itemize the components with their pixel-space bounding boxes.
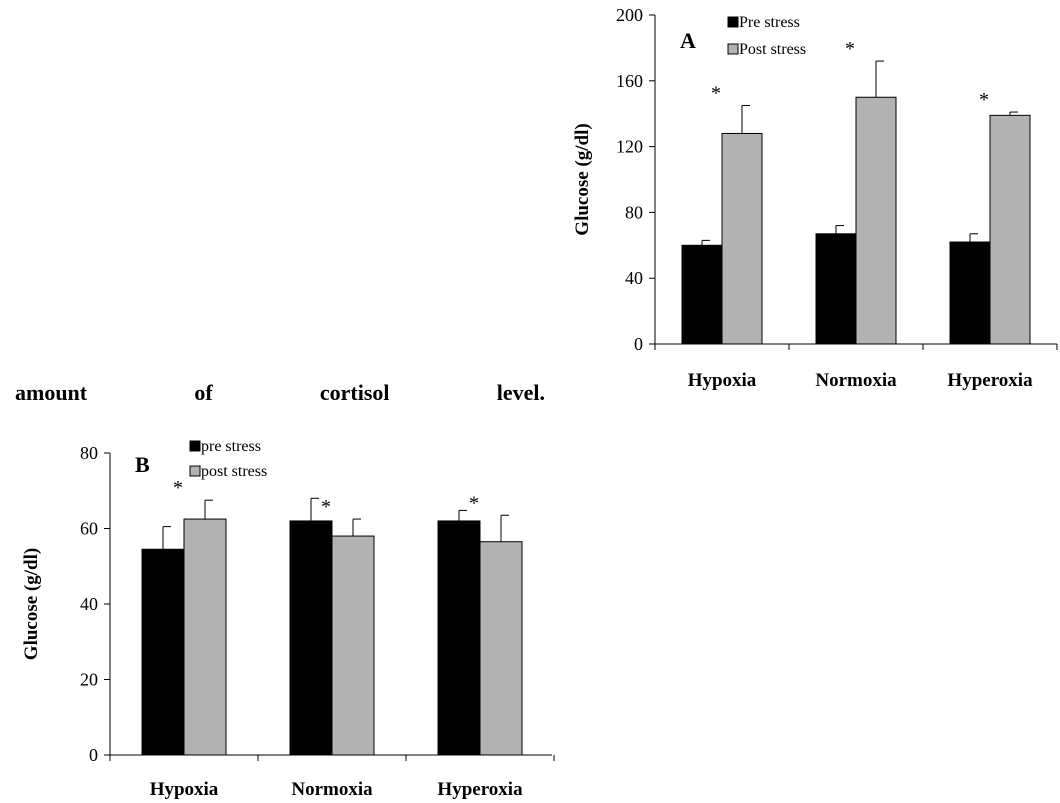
- significance-marker: *: [173, 477, 183, 499]
- y-tick-label: 120: [616, 137, 643, 157]
- y-tick-label: 40: [80, 594, 98, 614]
- bar-post-stress: [479, 541, 523, 756]
- bar-post-stress: [183, 518, 227, 756]
- bar-post-stress: [721, 132, 763, 345]
- x-tick-label: Hyperoxia: [947, 370, 1033, 391]
- legend-swatch: [727, 16, 739, 28]
- significance-marker: *: [711, 82, 721, 104]
- legend-label: Pre stress: [739, 14, 800, 31]
- x-tick-label: Hypoxia: [150, 779, 219, 800]
- chart-b: 0 20 40 60 80 Glucose (g/dl) Hypoxia Normoxia Hy…: [21, 438, 555, 800]
- legend-swatch: [189, 440, 201, 452]
- legend-label: post stress: [201, 463, 267, 480]
- bar-pre-stress: [141, 548, 185, 756]
- legend-label: pre stress: [201, 438, 261, 455]
- bar-post-stress: [331, 535, 375, 756]
- significance-marker: *: [979, 89, 989, 111]
- bar-post-stress: [989, 114, 1031, 345]
- y-tick-label: 80: [625, 202, 643, 222]
- bar-pre-stress: [289, 520, 333, 756]
- bar-pre-stress: [437, 520, 481, 756]
- x-tick-label: Hyperoxia: [437, 779, 523, 800]
- y-tick-label: 60: [80, 519, 98, 539]
- y-tick-label: 40: [625, 268, 643, 288]
- significance-marker: *: [469, 492, 479, 514]
- bar-pre-stress: [949, 241, 991, 345]
- legend-swatch: [727, 43, 739, 55]
- panel-label: A: [680, 28, 696, 53]
- significance-marker: *: [321, 496, 331, 518]
- x-tick-label: Hypoxia: [688, 370, 757, 391]
- x-tick-label: Normoxia: [291, 779, 373, 800]
- y-tick-label: 0: [89, 745, 98, 765]
- x-tick-label: Normoxia: [815, 370, 897, 391]
- bar-pre-stress: [815, 233, 857, 345]
- body-text: amount of cortisol level.: [15, 380, 545, 406]
- body-word: of: [194, 380, 213, 405]
- body-word: cortisol: [319, 380, 390, 405]
- legend-label: Post stress: [739, 41, 806, 58]
- legend-swatch: [189, 465, 201, 477]
- panel-label: B: [135, 452, 150, 477]
- body-word: amount: [15, 380, 88, 405]
- significance-marker: *: [845, 38, 855, 60]
- y-tick-label: 20: [80, 670, 98, 690]
- y-axis-label: Glucose (g/dl): [572, 123, 593, 235]
- y-tick-label: 200: [616, 5, 643, 25]
- y-tick-label: 160: [616, 71, 643, 91]
- y-tick-label: 80: [80, 443, 98, 463]
- body-word: level.: [496, 380, 545, 405]
- y-tick-label: 0: [634, 334, 643, 354]
- bar-pre-stress: [681, 244, 723, 345]
- chart-a: 0 40 80 120 160 200 Glucose (g/dl) Hypoxia Normo…: [572, 5, 1058, 391]
- y-axis-label: Glucose (g/dl): [21, 548, 42, 660]
- bar-post-stress: [855, 96, 897, 345]
